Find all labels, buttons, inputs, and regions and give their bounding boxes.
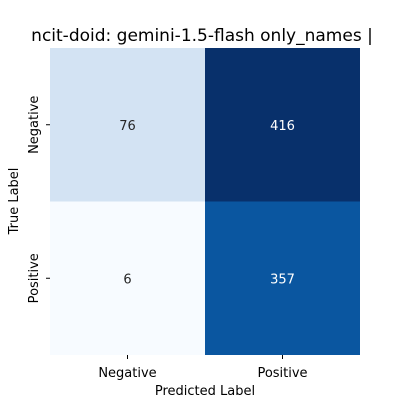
cell-labels: 76 416 6 357 bbox=[119, 119, 295, 288]
cell-value-label-1-1: 357 bbox=[270, 272, 295, 287]
y-axis-label: True Label bbox=[7, 168, 22, 236]
cell-value-label-0-0: 76 bbox=[119, 119, 136, 134]
heatmap-cell-1-1 bbox=[205, 201, 360, 355]
x-tick-label: Negative bbox=[98, 366, 156, 381]
x-axis: Negative Positive bbox=[98, 355, 308, 381]
heatmap-cell-0-1 bbox=[205, 48, 360, 202]
y-tick-label: Positive bbox=[27, 253, 42, 303]
cell-value-label-1-0: 6 bbox=[123, 272, 131, 287]
heatmap-cell-1-0 bbox=[50, 201, 205, 355]
heatmap-cells bbox=[50, 48, 360, 355]
chart-title: ncit-doid: gemini-1.5-flash only_names | bbox=[31, 26, 373, 46]
heatmap-cell-0-0 bbox=[50, 48, 205, 202]
x-tick-label: Positive bbox=[257, 366, 307, 381]
cell-value-label-0-1: 416 bbox=[270, 119, 295, 134]
y-axis: Negative Positive bbox=[27, 96, 50, 303]
x-axis-label: Predicted Label bbox=[155, 384, 255, 399]
y-tick-label: Negative bbox=[27, 96, 42, 154]
